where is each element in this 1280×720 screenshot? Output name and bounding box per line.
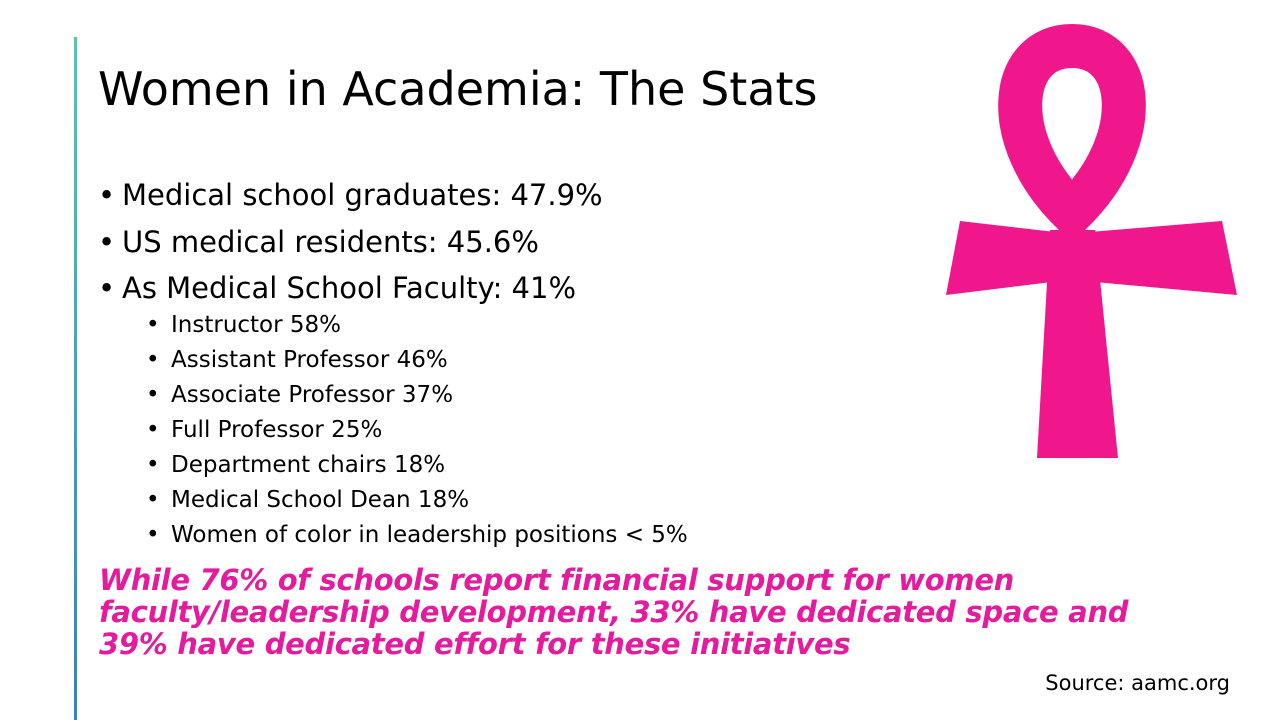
sub-bullet: Instructor 58% [146,312,341,338]
highlight-text: While 76% of schools report financial su… [99,563,1015,597]
highlight-text: faculty/leadership development, 33% have… [99,595,1129,629]
accent-rule [74,37,77,720]
sub-bullet: Assistant Professor 46% [146,347,448,373]
sub-bullet: Women of color in leadership positions <… [146,522,688,548]
bullet: Medical school graduates: 47.9% [98,178,603,212]
source-note: Source: aamc.org [1045,671,1230,695]
sub-bullet: Associate Professor 37% [146,382,453,408]
bullet: As Medical School Faculty: 41% [98,271,576,305]
ankh-loop [998,23,1146,243]
bullet: US medical residents: 45.6% [98,225,539,259]
ankh-stem [1037,230,1118,458]
sub-bullet: Full Professor 25% [146,417,382,443]
highlight-text: 39% have dedicated effort for these init… [99,627,851,661]
slide-title: Women in Academia: The Stats [98,62,818,116]
sub-bullet: Medical School Dean 18% [146,487,469,513]
sub-bullet: Department chairs 18% [146,452,445,478]
